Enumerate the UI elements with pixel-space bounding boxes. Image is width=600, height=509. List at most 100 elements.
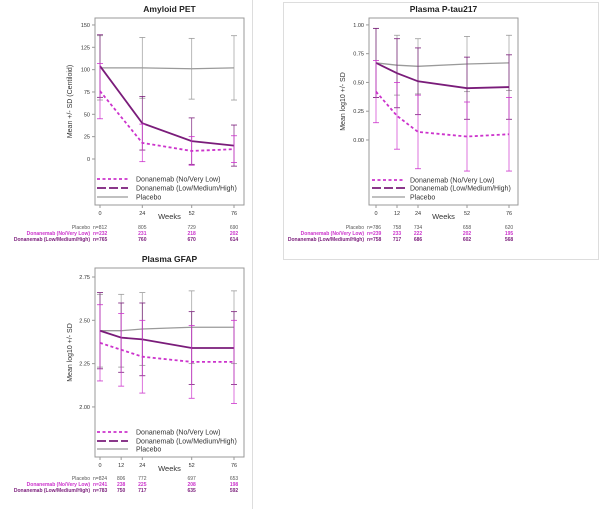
x-tick-label: 24 xyxy=(139,463,145,469)
y-tick-label: 0.75 xyxy=(353,52,364,58)
y-tick-label: 25 xyxy=(84,135,90,141)
series-line-placebo xyxy=(100,67,235,70)
n-at-risk-value: 670 xyxy=(188,237,197,243)
n-at-risk-value: 805 xyxy=(138,225,147,231)
x-tick-label: 0 xyxy=(98,463,101,469)
plot-frame xyxy=(94,17,245,206)
y-tick-label: 0.00 xyxy=(353,138,364,144)
y-tick-label: 2.00 xyxy=(79,405,90,411)
n-at-risk-value: 222 xyxy=(414,231,423,237)
legend-entry: Placebo xyxy=(410,195,435,202)
x-tick-label: 24 xyxy=(139,211,145,217)
y-tick-label: 0 xyxy=(87,157,90,163)
series-line-placebo xyxy=(100,326,234,332)
y-tick-label: 75 xyxy=(84,90,90,96)
n-at-risk-value: 602 xyxy=(463,237,472,243)
x-tick-label: 52 xyxy=(189,463,195,469)
legend-entry: Donanemab (No/Very Low) xyxy=(136,177,220,184)
y-tick-label: 1.00 xyxy=(353,23,364,29)
y-tick-label: 2.25 xyxy=(79,362,90,368)
n-at-risk-value: 653 xyxy=(230,476,239,482)
n-at-risk-label: Donanemab (Low/Medium/High) xyxy=(14,237,90,243)
x-axis-label: Weeks xyxy=(432,212,455,221)
chart-1: Plasma P-tau217 0.00 0.25 0.50 0.75 1.00 0 12 24… xyxy=(288,4,519,243)
chart-title: Amyloid PET xyxy=(143,4,196,14)
x-tick-label: 0 xyxy=(374,211,377,217)
x-axis-label: Weeks xyxy=(158,212,181,221)
n-at-risk-label: Donanemab (No/Very Low) xyxy=(27,482,91,488)
panel-divider xyxy=(252,0,253,509)
n-at-risk-value: n=232 xyxy=(93,231,108,237)
y-tick-label: 0.25 xyxy=(353,109,364,115)
n-at-risk-value: 620 xyxy=(505,225,514,231)
n-at-risk-value: 658 xyxy=(463,225,472,231)
x-tick-label: 12 xyxy=(394,211,400,217)
n-at-risk-value: 195 xyxy=(505,231,514,237)
series-line-no-very-low xyxy=(99,341,234,363)
series-line-low-medium-high xyxy=(99,329,234,349)
n-at-risk-value: n=239 xyxy=(367,231,382,237)
chart-2: Plasma GFAP 2.00 2.25 2.50 2.75 0 12 24 52 76 Week… xyxy=(14,254,245,494)
n-at-risk-value: n=783 xyxy=(93,488,108,494)
n-at-risk-value: 202 xyxy=(463,231,472,237)
x-tick-label: 52 xyxy=(464,211,470,217)
n-at-risk-label: Placebo xyxy=(72,476,90,482)
plot-frame xyxy=(94,267,245,458)
series-line-no-very-low xyxy=(99,90,235,152)
x-tick-label: 76 xyxy=(231,211,237,217)
legend-entry: Donanemab (No/Very Low) xyxy=(410,178,494,185)
n-at-risk-label: Placebo xyxy=(346,225,364,231)
x-axis-label: Weeks xyxy=(158,464,181,473)
n-at-risk-label: Donanemab (Low/Medium/High) xyxy=(14,488,90,494)
y-tick-label: 125 xyxy=(81,45,90,51)
x-tick-label: 0 xyxy=(98,211,101,217)
x-tick-label: 76 xyxy=(506,211,512,217)
y-axis-label: Mean log10 +/- SD xyxy=(340,72,347,131)
n-at-risk-value: 218 xyxy=(188,231,197,237)
legend-entry: Donanemab (Low/Medium/High) xyxy=(136,186,237,193)
n-at-risk-value: 568 xyxy=(505,237,514,243)
n-at-risk-value: 729 xyxy=(188,225,197,231)
legend-entry: Donanemab (No/Very Low) xyxy=(136,430,220,437)
n-at-risk-value: 806 xyxy=(117,476,126,482)
n-at-risk-value: n=758 xyxy=(367,237,382,243)
chart-title: Plasma P-tau217 xyxy=(410,4,478,14)
y-axis-label: Mean +/- SD (Centiloid) xyxy=(67,65,74,138)
n-at-risk-label: Donanemab (No/Very Low) xyxy=(27,231,91,237)
chart-title: Plasma GFAP xyxy=(142,254,198,264)
x-tick-label: 76 xyxy=(231,463,237,469)
legend-entry: Placebo xyxy=(136,195,161,202)
n-at-risk-value: n=786 xyxy=(367,225,381,231)
n-at-risk-label: Placebo xyxy=(72,225,90,231)
y-tick-label: 50 xyxy=(84,112,90,118)
n-at-risk-value: 202 xyxy=(230,231,239,237)
series-line-no-very-low xyxy=(375,91,510,138)
n-at-risk-value: 635 xyxy=(188,488,197,494)
n-at-risk-label: Donanemab (Low/Medium/High) xyxy=(288,237,364,243)
y-axis-label: Mean log10 +/- SD xyxy=(67,323,74,382)
n-at-risk-value: 238 xyxy=(117,482,126,488)
legend-entry: Donanemab (Low/Medium/High) xyxy=(410,186,511,193)
n-at-risk-label: Donanemab (No/Very Low) xyxy=(301,231,365,237)
n-at-risk-value: 592 xyxy=(230,488,239,494)
series-line-low-medium-high xyxy=(375,62,510,90)
n-at-risk-value: 233 xyxy=(393,231,402,237)
n-at-risk-value: 758 xyxy=(393,225,402,231)
n-at-risk-value: n=812 xyxy=(93,225,107,231)
x-tick-label: 12 xyxy=(118,463,124,469)
n-at-risk-value: 750 xyxy=(117,488,126,494)
y-tick-label: 100 xyxy=(81,68,90,74)
n-at-risk-value: n=765 xyxy=(93,237,108,243)
x-tick-label: 52 xyxy=(189,211,195,217)
y-tick-label: 2.50 xyxy=(79,318,90,324)
n-at-risk-value: 717 xyxy=(138,488,147,494)
legend-entry: Placebo xyxy=(136,447,161,454)
n-at-risk-value: 734 xyxy=(414,225,423,231)
x-tick-label: 24 xyxy=(415,211,421,217)
n-at-risk-value: 208 xyxy=(188,482,197,488)
n-at-risk-value: n=824 xyxy=(93,476,107,482)
n-at-risk-value: n=241 xyxy=(93,482,108,488)
n-at-risk-value: 614 xyxy=(230,237,239,243)
chart-0: Amyloid PET 0 25 50 75 100 125 150 0 24 52 76 Weeks M… xyxy=(14,4,245,243)
n-at-risk-value: 760 xyxy=(138,237,147,243)
